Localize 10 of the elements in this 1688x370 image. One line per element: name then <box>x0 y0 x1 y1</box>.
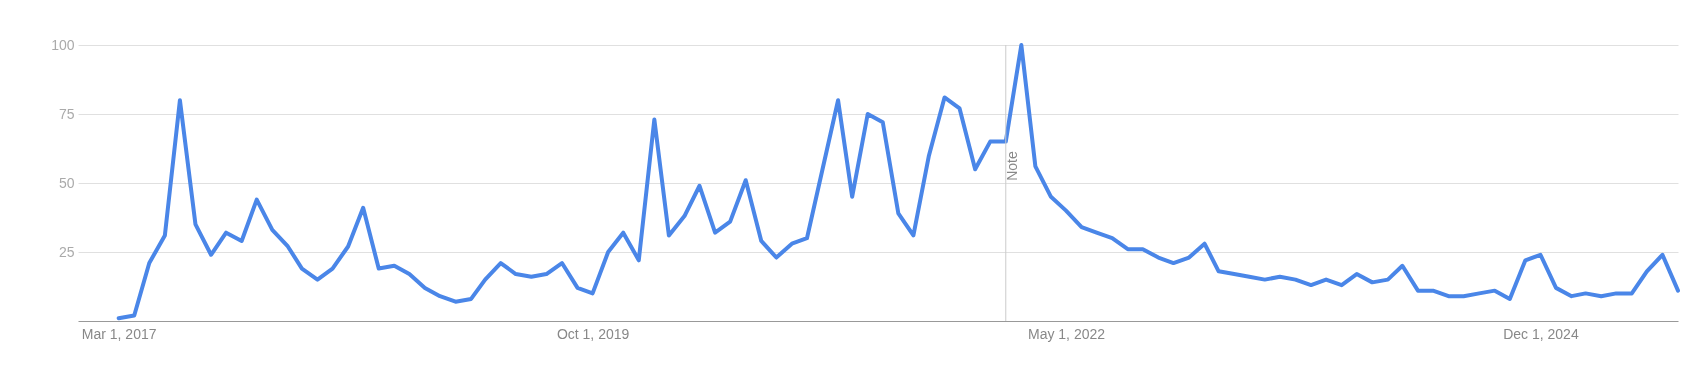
y-tick-label: 75 <box>58 105 75 122</box>
y-tick-label: 50 <box>58 174 75 191</box>
x-tick-label: Dec 1, 2024 <box>1503 325 1579 342</box>
y-tick-label: 25 <box>58 243 75 260</box>
line-series <box>116 43 1680 321</box>
x-tick-label: Oct 1, 2019 <box>556 325 630 342</box>
x-tick-label: May 1, 2022 <box>1027 325 1106 342</box>
ref-line-label: Note <box>1003 151 1020 181</box>
y-tick-label: 100 <box>51 36 75 53</box>
x-tick-label: Mar 1, 2017 <box>81 325 157 342</box>
